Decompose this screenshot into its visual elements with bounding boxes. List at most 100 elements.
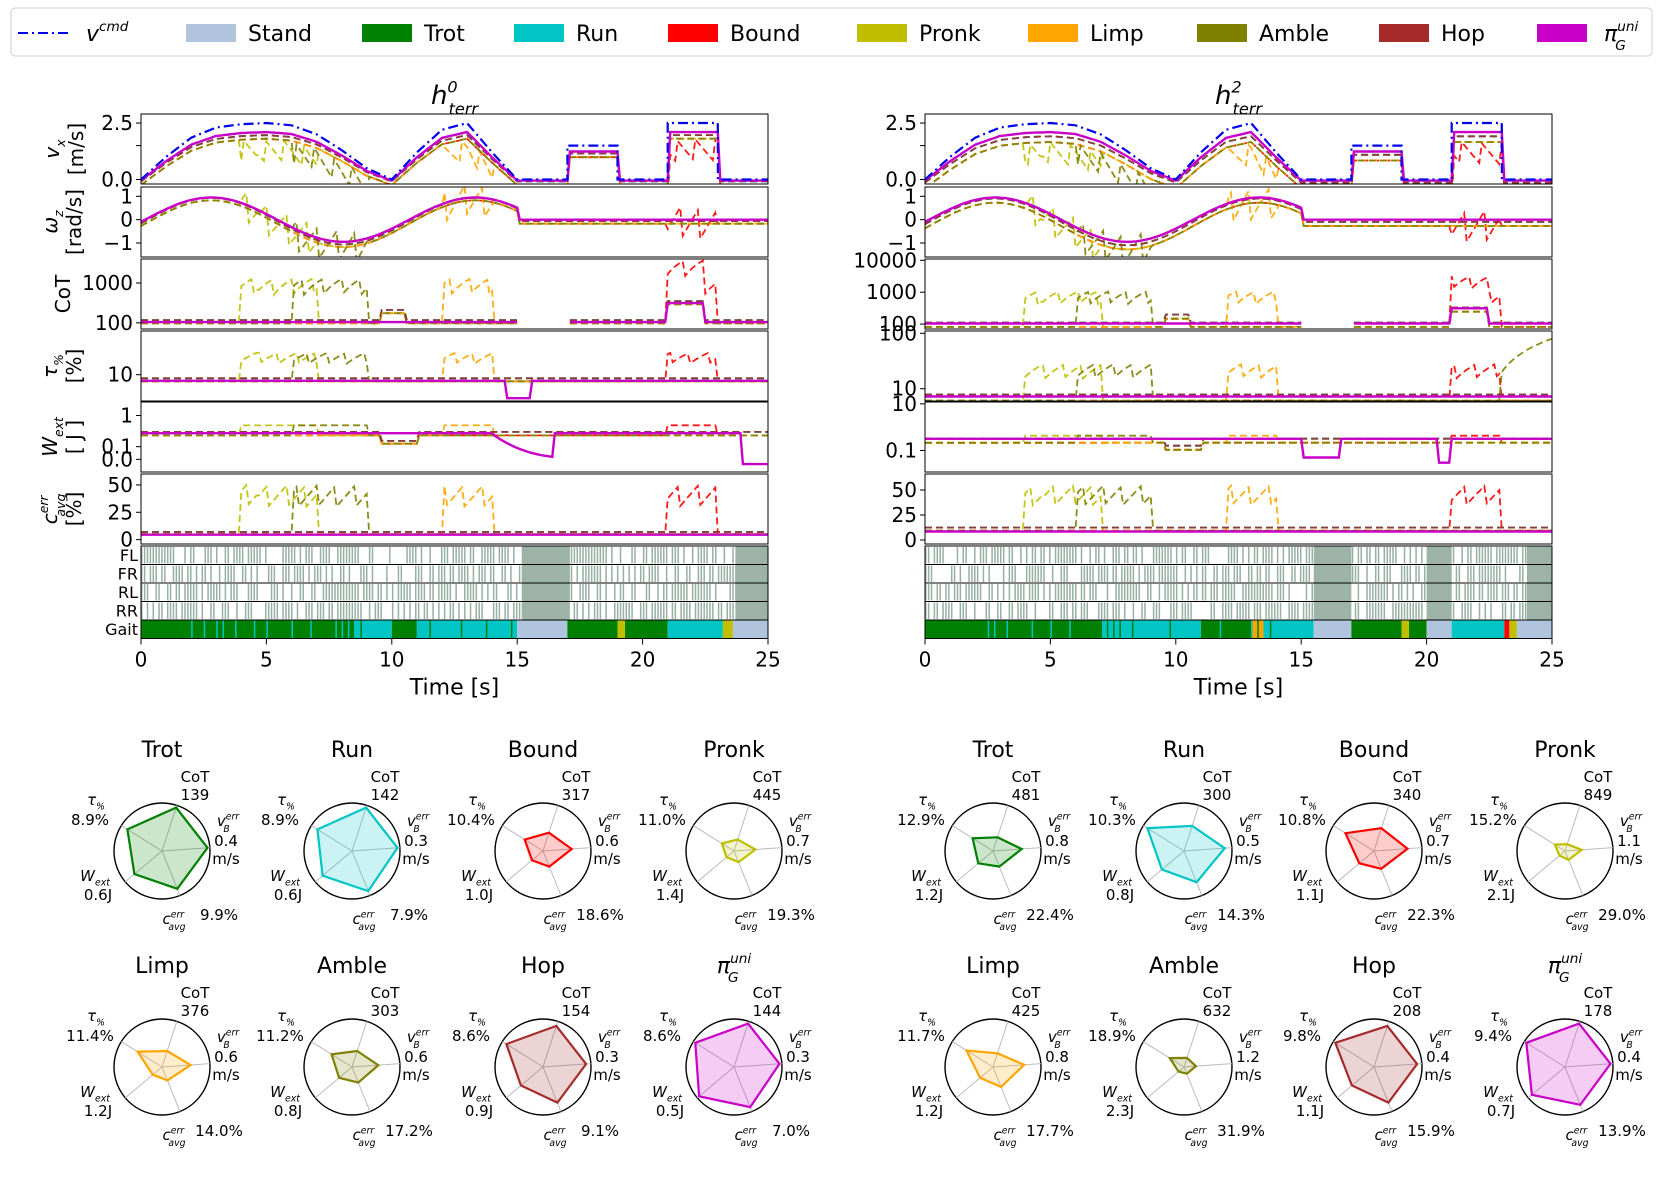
- stance-mark: [420, 584, 423, 601]
- contact-row-label-rl: RL: [118, 583, 138, 602]
- stance-mark: [700, 547, 703, 564]
- stance-mark: [671, 602, 674, 619]
- radar-spoke: [1373, 1021, 1390, 1068]
- stance-mark: [299, 584, 302, 601]
- stance-mark: [1008, 565, 1011, 582]
- stance-mark: [155, 565, 157, 582]
- legend-label: Amble: [1259, 22, 1329, 47]
- stance-mark: [201, 602, 204, 619]
- stance-mark: [925, 584, 927, 601]
- stance-mark: [1196, 584, 1198, 601]
- stance-mark: [328, 547, 330, 564]
- chart-right-rough-terrain: h2 terr0.02.5−101100100010000101000.11002…: [853, 77, 1564, 700]
- stance-mark: [1098, 547, 1100, 564]
- stance-mark: [1490, 584, 1492, 601]
- stance-mark: [1086, 565, 1089, 582]
- gait-row-frame: [140, 619, 769, 639]
- stance-mark: [1406, 584, 1409, 601]
- stance-mark: [458, 547, 460, 564]
- stance-mark: [709, 584, 711, 601]
- stance-mark: [1366, 602, 1368, 619]
- panel-frame: [924, 473, 1553, 545]
- stance-mark: [1069, 584, 1071, 601]
- stance-mark: [1418, 602, 1420, 619]
- stance-mark: [204, 565, 206, 582]
- stance-mark: [720, 602, 723, 619]
- stance-mark: [1248, 602, 1250, 619]
- stance-mark: [694, 602, 697, 619]
- radar-axis-w: Wext: [911, 867, 941, 889]
- stance-mark: [671, 584, 674, 601]
- stance-mark: [449, 584, 452, 601]
- stance-mark: [1498, 547, 1501, 564]
- radar-outer-circle: [944, 802, 1042, 900]
- stance-mark: [1025, 547, 1028, 564]
- stance-mark: [420, 547, 423, 564]
- radar-polygon: [971, 836, 1024, 868]
- stance-mark: [1124, 584, 1126, 601]
- stance-mark: [1392, 602, 1394, 619]
- stance-mark: [985, 547, 988, 564]
- stance-mark: [146, 547, 149, 564]
- radar-value-cot: 208: [1393, 1002, 1422, 1020]
- stance-mark: [1025, 565, 1028, 582]
- radar-axis-w: Wext: [1292, 867, 1322, 889]
- radar-polygon: [505, 1024, 588, 1104]
- stance-mark: [510, 584, 512, 601]
- x-tick-label: 20: [630, 648, 655, 672]
- stance-mark: [1103, 602, 1106, 619]
- radar-value-cot: 300: [1203, 786, 1232, 804]
- panel-plot-area: [141, 482, 768, 536]
- stance-block: [735, 564, 768, 583]
- panel-frame: [924, 186, 1553, 258]
- stance-mark: [1504, 584, 1507, 601]
- gait-flicker: [1050, 620, 1052, 639]
- stance-mark: [481, 547, 483, 564]
- stance-mark: [634, 565, 636, 582]
- stance-mark: [651, 602, 654, 619]
- stance-mark: [1418, 565, 1420, 582]
- stance-mark: [1112, 547, 1114, 564]
- gait-segment-trot: [925, 620, 1101, 639]
- stance-mark: [1472, 565, 1475, 582]
- series-line-amble: [141, 199, 768, 257]
- stance-mark: [677, 584, 679, 601]
- stance-mark: [1513, 602, 1515, 619]
- stance-mark: [582, 565, 584, 582]
- stance-mark: [1124, 565, 1126, 582]
- stance-mark: [1023, 584, 1025, 601]
- stance-mark: [1386, 584, 1388, 601]
- legend-swatch: [1197, 24, 1247, 42]
- stance-mark: [1132, 602, 1135, 619]
- radar-axis-w: Wext: [270, 1083, 300, 1105]
- stance-mark: [634, 547, 636, 564]
- radar-axis-cot: CoT: [371, 768, 401, 786]
- legend-item-trot: Trot: [362, 22, 465, 47]
- stance-mark: [417, 602, 420, 619]
- stance-mark: [1392, 584, 1394, 601]
- stance-mark: [599, 602, 602, 619]
- stance-mark: [236, 602, 238, 619]
- stance-mark: [1152, 547, 1155, 564]
- radar-value-v-unit: m/s: [1424, 850, 1452, 868]
- stance-mark: [1377, 584, 1380, 601]
- stance-mark: [1248, 584, 1250, 601]
- stance-mark: [1464, 602, 1466, 619]
- stance-mark: [190, 602, 192, 619]
- stance-mark: [250, 584, 253, 601]
- stance-mark: [1196, 547, 1198, 564]
- stance-mark: [1311, 547, 1313, 564]
- stance-mark: [697, 547, 700, 564]
- stance-mark: [1291, 547, 1293, 564]
- series-line-unified: [141, 196, 768, 243]
- stance-mark: [172, 547, 175, 564]
- gait-flicker: [272, 620, 275, 639]
- stance-mark: [213, 602, 215, 619]
- stance-mark: [443, 584, 446, 601]
- legend-swatch: [668, 24, 718, 42]
- stance-mark: [1129, 565, 1132, 582]
- radar-spoke: [542, 850, 562, 896]
- stance-mark: [158, 547, 160, 564]
